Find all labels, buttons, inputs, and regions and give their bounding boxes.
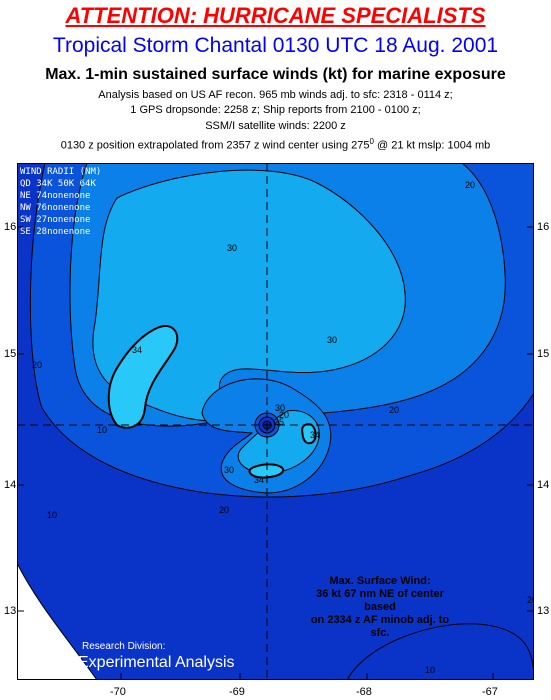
contour-label: 20 (32, 360, 42, 370)
product-subtitle: Max. 1-min sustained surface winds (kt) … (45, 66, 506, 83)
credit-division: Research Division: (82, 641, 166, 652)
contour-label: 25 (274, 417, 284, 427)
contour-label: 30 (227, 243, 237, 253)
contour-label: 20 (465, 180, 475, 190)
legend-header: QD 34K 50K 64K (20, 179, 96, 189)
y-tick-label-right: 16 (537, 221, 550, 233)
legend-row: SW 27nonenone (20, 215, 91, 225)
max-wind-line: 36 kt 67 nm NE of center based (316, 588, 444, 613)
contour-label: 34 (254, 475, 264, 485)
legend-row: SE 28nonenone (20, 227, 91, 237)
y-tick-label: 15 (4, 348, 17, 360)
dropsonde-line: 1 GPS dropsonde: 2258 z; Ship reports fr… (130, 104, 421, 116)
contour-label: 30 (224, 465, 234, 475)
y-tick-label-right: 13 (537, 605, 550, 617)
legend-row: NE 74nonenone (20, 191, 91, 201)
contour-label: 20 (219, 505, 229, 515)
analysis-sources-line: Analysis based on US AF recon. 965 mb wi… (98, 89, 453, 101)
contour-label: 30 (327, 335, 337, 345)
x-tick-label: -69 (229, 686, 245, 698)
y-tick-label-right: 14 (537, 479, 550, 491)
contour-label: 34 (132, 345, 142, 355)
wind-band-lt10-southeast (346, 623, 534, 680)
contour-label: 10 (97, 425, 107, 435)
max-wind-line: on 2334 z AF minob adj. to sfc. (310, 614, 450, 639)
legend-title: WIND RADII (NM) (20, 167, 102, 177)
y-tick-label: 16 (4, 221, 17, 233)
contour-label: 20 (279, 410, 289, 420)
y-tick-label-right: 15 (537, 348, 550, 360)
contour-label: 20 (389, 405, 399, 415)
wind-band-gt34-east (301, 423, 317, 445)
x-tick-label: -67 (482, 686, 498, 698)
map-frame (17, 163, 534, 680)
y-tick-label: 14 (4, 479, 17, 491)
degree-superscript: 0 (369, 137, 374, 146)
alert-title: ATTENTION: HURRICANE SPECIALISTS (65, 3, 486, 28)
wind-band-gt34-west (107, 325, 179, 429)
contour-label: 10 (47, 510, 57, 520)
storm-title: Tropical Storm Chantal 0130 UTC 18 Aug. … (52, 34, 499, 57)
credit-product: Experimental Analysis (78, 654, 235, 671)
wind-band-30-34 (92, 169, 406, 422)
legend-row: NW 76nonenone (20, 203, 91, 213)
wind-radii-legend: WIND RADII (NM) QD 34K 50K 64K NE 74none… (20, 166, 101, 238)
contour-label: 34 (310, 430, 320, 440)
satellite-line: SSM/I satellite winds: 2200 z (205, 120, 346, 132)
wind-analysis-map: 30 30 34 20 10 20 20 20 30 34 34 20 10 2… (17, 163, 534, 680)
max-wind-line: Max. Surface Wind: (329, 575, 431, 587)
y-tick-label: 13 (4, 605, 17, 617)
contour-label: 20 (527, 595, 534, 605)
position-text-b: @ 21 kt mslp: 1004 mb (373, 139, 491, 152)
position-line: 0130 z position extrapolated from 2357 z… (0, 137, 551, 152)
x-axis: -70 -69 -68 -67 (0, 686, 551, 700)
x-tick-label: -68 (356, 686, 372, 698)
position-text-a: 0130 z position extrapolated from 2357 z… (60, 139, 370, 152)
x-tick-label: -70 (110, 686, 126, 698)
contour-label: 10 (425, 665, 435, 675)
wind-band-gt34-south (248, 463, 285, 479)
max-wind-annotation: Max. Surface Wind: 36 kt 67 nm NE of cen… (300, 575, 460, 640)
contour-label: 30 (275, 403, 285, 413)
